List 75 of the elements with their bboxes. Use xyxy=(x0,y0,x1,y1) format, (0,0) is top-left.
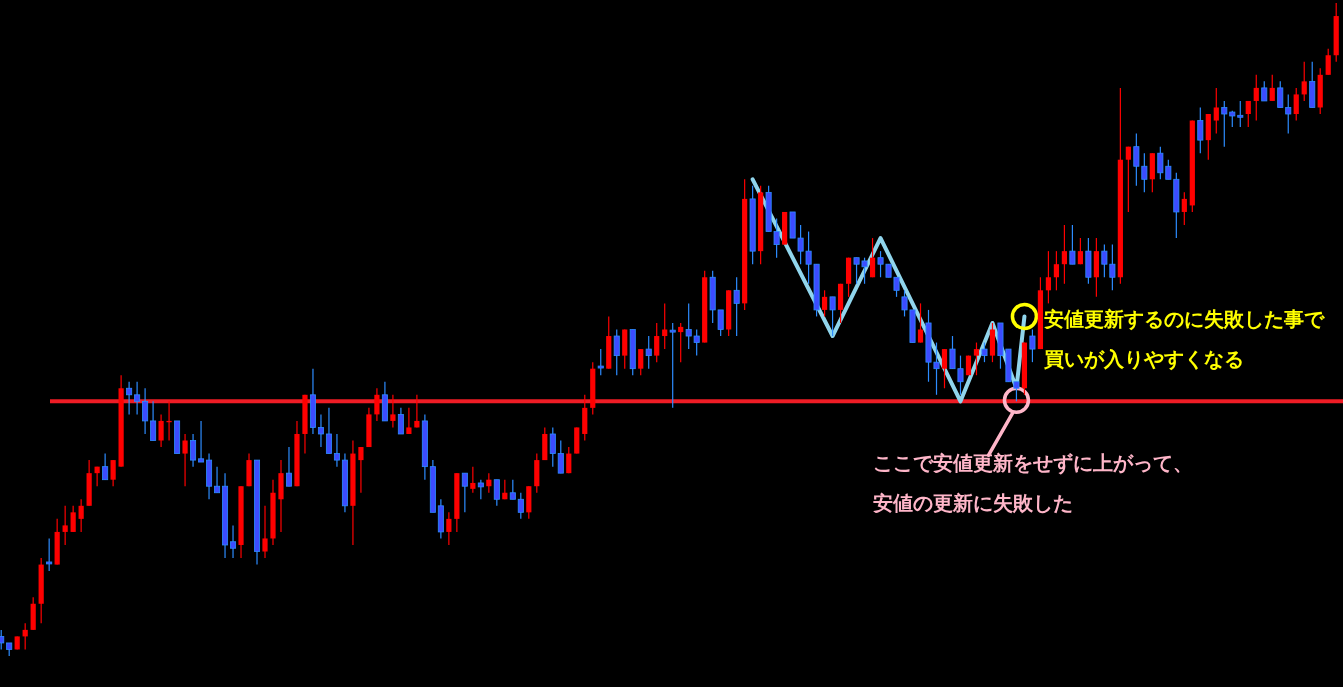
candlestick xyxy=(638,348,644,376)
candlestick xyxy=(654,322,660,363)
candlestick xyxy=(78,498,84,533)
candlestick xyxy=(46,537,53,572)
candlestick xyxy=(325,407,332,455)
candlestick xyxy=(917,302,924,344)
candlestick xyxy=(869,237,876,278)
candlestick xyxy=(110,459,116,487)
candlestick xyxy=(566,446,572,474)
annotation: 安値更新するのに失敗した事で xyxy=(1044,308,1325,331)
candlestick xyxy=(1069,224,1076,265)
candlestick xyxy=(821,289,828,318)
candlestick xyxy=(333,433,340,468)
candlestick xyxy=(1245,100,1251,128)
candlestick xyxy=(1125,146,1131,213)
candlestick xyxy=(446,511,452,546)
candlestick xyxy=(317,413,324,448)
candlestick xyxy=(645,335,652,370)
candlestick xyxy=(470,466,476,494)
candlestick xyxy=(477,479,484,500)
candlestick xyxy=(390,394,396,429)
candlestick xyxy=(557,439,564,474)
candlestick xyxy=(1213,87,1219,135)
candlestick xyxy=(1197,106,1204,154)
candlestick xyxy=(733,276,740,337)
candlestick xyxy=(549,426,556,468)
candlestick xyxy=(1077,237,1083,265)
candlestick xyxy=(973,341,980,376)
candlestick xyxy=(374,387,380,422)
candlestick xyxy=(941,348,948,389)
candlestick xyxy=(1061,224,1068,285)
candlestick xyxy=(397,407,404,435)
candlestick xyxy=(102,452,109,481)
candlestick xyxy=(150,400,157,442)
candlestick xyxy=(1285,93,1292,135)
candlestick xyxy=(158,413,164,448)
candlestick xyxy=(182,433,188,487)
candlestick xyxy=(406,407,412,435)
annotation: ここで安値更新をせずに上がって、 xyxy=(873,452,1194,475)
candlestick xyxy=(493,479,500,507)
candlestick xyxy=(285,446,292,487)
candlestick xyxy=(1253,74,1259,122)
candlestick xyxy=(1261,80,1268,102)
candlestick xyxy=(142,387,149,435)
candlestick xyxy=(678,322,684,363)
candlestick xyxy=(1269,74,1275,102)
candlestick xyxy=(461,472,468,513)
candlestick xyxy=(509,479,516,500)
annotation: 買いが入りやすくなる xyxy=(1044,348,1245,371)
candlestick xyxy=(214,466,221,494)
candlestick xyxy=(230,524,237,559)
candlestick xyxy=(517,492,524,520)
candlestick xyxy=(669,322,676,409)
candlestick xyxy=(1293,87,1299,122)
candlestick xyxy=(190,433,197,468)
candlestick xyxy=(1325,48,1331,76)
candlestick xyxy=(1277,80,1284,109)
candlestick xyxy=(829,296,836,337)
candlestick xyxy=(597,348,604,376)
candlestick xyxy=(198,420,205,463)
candlestick xyxy=(1181,191,1187,226)
candlestick xyxy=(262,505,268,559)
candlestick xyxy=(62,505,68,546)
candlestick xyxy=(126,381,133,415)
candlestick xyxy=(613,328,620,376)
candlestick xyxy=(1053,250,1060,291)
candlestick xyxy=(134,381,141,415)
candlestick xyxy=(0,629,5,651)
candlestick xyxy=(1045,250,1052,304)
annotation: 安値の更新に失敗した xyxy=(873,492,1074,515)
candlestick xyxy=(981,341,988,363)
candlestick xyxy=(1029,328,1036,363)
candlestick xyxy=(70,505,76,533)
candlestick xyxy=(1301,61,1307,102)
candlestick xyxy=(358,446,364,494)
